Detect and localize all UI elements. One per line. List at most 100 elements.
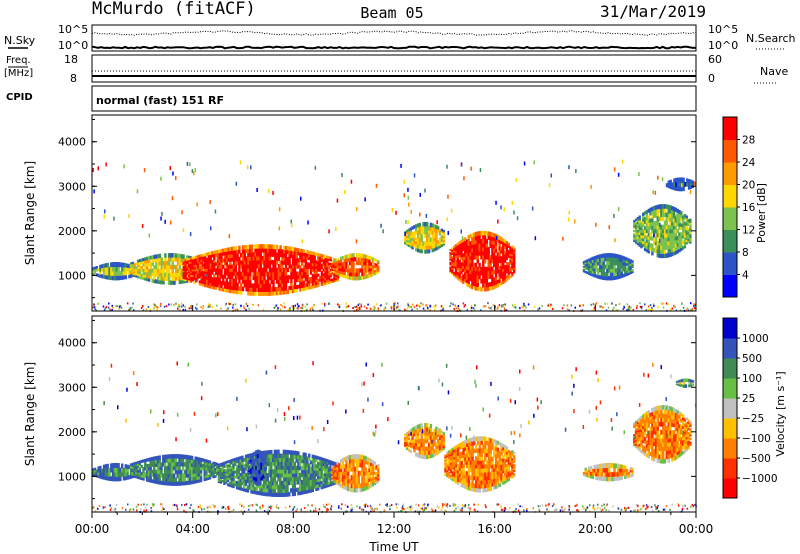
power-colorbar-label: Power [dB] xyxy=(755,183,768,243)
x-tick-label: 20:00 xyxy=(578,522,613,536)
nave-label: Nave xyxy=(760,65,788,78)
colorbar-tick-label: 1000 xyxy=(742,333,769,345)
echo-region xyxy=(675,378,695,388)
echo-region xyxy=(92,262,138,281)
colorbar-swatch xyxy=(723,418,737,439)
x-tick-label: 04:00 xyxy=(175,522,210,536)
colorbar-tick-label: −500 xyxy=(742,453,771,465)
colorbar-swatch xyxy=(723,117,737,140)
colorbar-swatch xyxy=(723,207,737,230)
y-tick-label: 1000 xyxy=(58,269,86,282)
colorbar-swatch xyxy=(723,229,737,253)
nave-bottom-tick: 0 xyxy=(708,72,715,85)
scattered-echoes xyxy=(92,159,696,244)
x-tick-label: 00:00 xyxy=(75,522,110,536)
cpid-label: CPID xyxy=(6,92,33,103)
power-ylabel: Slant Range [km] xyxy=(23,161,37,265)
nave-top-tick: 60 xyxy=(708,53,722,66)
nsky-label: N.Sky xyxy=(4,34,36,47)
colorbar-swatch xyxy=(723,184,737,208)
x-tick-label: 08:00 xyxy=(276,522,311,536)
echo-region xyxy=(633,405,692,464)
nsky-trace xyxy=(91,45,697,50)
power-y-axis: 1000 2000 3000 4000 xyxy=(58,118,696,299)
nsky-bottom-tick: 10^0 xyxy=(58,39,88,52)
nsky-top-tick: 10^5 xyxy=(58,23,88,36)
echo-region xyxy=(444,436,516,493)
velocity-y-axis: 1000 2000 3000 4000 xyxy=(58,319,696,500)
echo-region xyxy=(449,230,516,292)
colorbar-tick-label: 12 xyxy=(742,225,755,237)
near-range-speckle xyxy=(92,503,697,514)
colorbar-tick-label: 500 xyxy=(742,353,762,365)
x-tick-label: 16:00 xyxy=(477,522,512,536)
time-axis: 00:00 04:00 08:00 12:00 16:00 20:00 00:00 xyxy=(75,305,713,536)
velocity-colorbar-label: Velocity [m s⁻¹] xyxy=(774,371,787,456)
scattered-echoes xyxy=(103,361,697,445)
freq-label-2: [MHz] xyxy=(4,68,33,79)
echo-region xyxy=(582,253,634,281)
power-data-layer xyxy=(92,159,697,313)
velocity-colorbar: 1000 500 100 25 −25 −100 −500 −1000 xyxy=(722,317,778,499)
echo-region xyxy=(404,221,445,254)
colorbar-frame xyxy=(722,317,738,499)
echo-region xyxy=(217,449,340,497)
echo-region xyxy=(665,177,694,192)
cpid-strip-frame xyxy=(91,85,697,112)
colorbar-tick-label: 20 xyxy=(742,180,755,192)
echo-region xyxy=(129,454,219,486)
x-tick-label: 12:00 xyxy=(377,522,412,536)
y-tick-label: 3000 xyxy=(58,180,86,193)
echo-region xyxy=(582,463,634,482)
colorbar-tick-label: 25 xyxy=(742,393,755,405)
velocity-ylabel: Slant Range [km] xyxy=(23,362,37,466)
y-tick-label: 4000 xyxy=(58,136,86,149)
echo-region xyxy=(633,204,692,259)
colorbar-tick-label: −100 xyxy=(742,433,771,445)
velocity-data-layer xyxy=(92,361,697,514)
freq-label-1: Freq. xyxy=(6,55,31,66)
colorbar-swatch xyxy=(723,398,737,419)
colorbar-tick-label: 16 xyxy=(742,202,756,214)
y-tick-label: 2000 xyxy=(58,426,86,439)
freq-top-tick: 18 xyxy=(64,53,78,66)
echo-region xyxy=(248,449,267,486)
noise-strip-frame xyxy=(91,24,697,52)
echo-region xyxy=(404,422,445,460)
freq-strip-frame xyxy=(91,54,697,83)
nsearch-trace xyxy=(91,30,697,36)
colorbar-swatch xyxy=(723,274,737,298)
xaxis-title: Time UT xyxy=(368,540,419,554)
y-tick-label: 2000 xyxy=(58,225,86,238)
colorbar-tick-label: −25 xyxy=(742,413,764,425)
near-range-speckle xyxy=(92,302,697,313)
power-colorbar: 4 8 12 16 20 24 28 xyxy=(722,116,756,298)
colorbar-tick-label: 8 xyxy=(742,247,749,259)
colorbar-swatch xyxy=(723,458,737,479)
cpid-text: normal (fast) 151 RF xyxy=(96,94,224,107)
colorbar-tick-label: 28 xyxy=(742,135,755,147)
echo-region xyxy=(331,253,380,281)
colorbar-swatch xyxy=(723,318,737,339)
colorbar-swatch xyxy=(723,162,737,185)
nsearch-top-tick: 10^5 xyxy=(708,23,738,36)
colorbar-swatch xyxy=(723,378,737,399)
echo-region xyxy=(182,244,340,296)
y-tick-label: 3000 xyxy=(58,381,86,394)
colorbar-tick-label: −1000 xyxy=(742,473,778,485)
nsearch-bottom-tick: 10^0 xyxy=(708,39,738,52)
colorbar-tick-label: 100 xyxy=(742,373,762,385)
colorbar-swatch xyxy=(723,338,737,359)
freq-bottom-tick: 8 xyxy=(70,72,77,85)
colorbar-swatch xyxy=(723,358,737,379)
colorbar-tick-label: 4 xyxy=(742,270,749,282)
echo-region xyxy=(331,454,380,493)
y-tick-label: 1000 xyxy=(58,470,86,483)
colorbar-swatch xyxy=(723,252,737,275)
date-title: 31/Mar/2019 xyxy=(600,2,706,21)
colorbar-swatch xyxy=(723,139,737,163)
y-tick-label: 4000 xyxy=(58,337,86,350)
colorbar-swatch xyxy=(723,478,737,499)
beam-title: Beam 05 xyxy=(360,4,423,22)
